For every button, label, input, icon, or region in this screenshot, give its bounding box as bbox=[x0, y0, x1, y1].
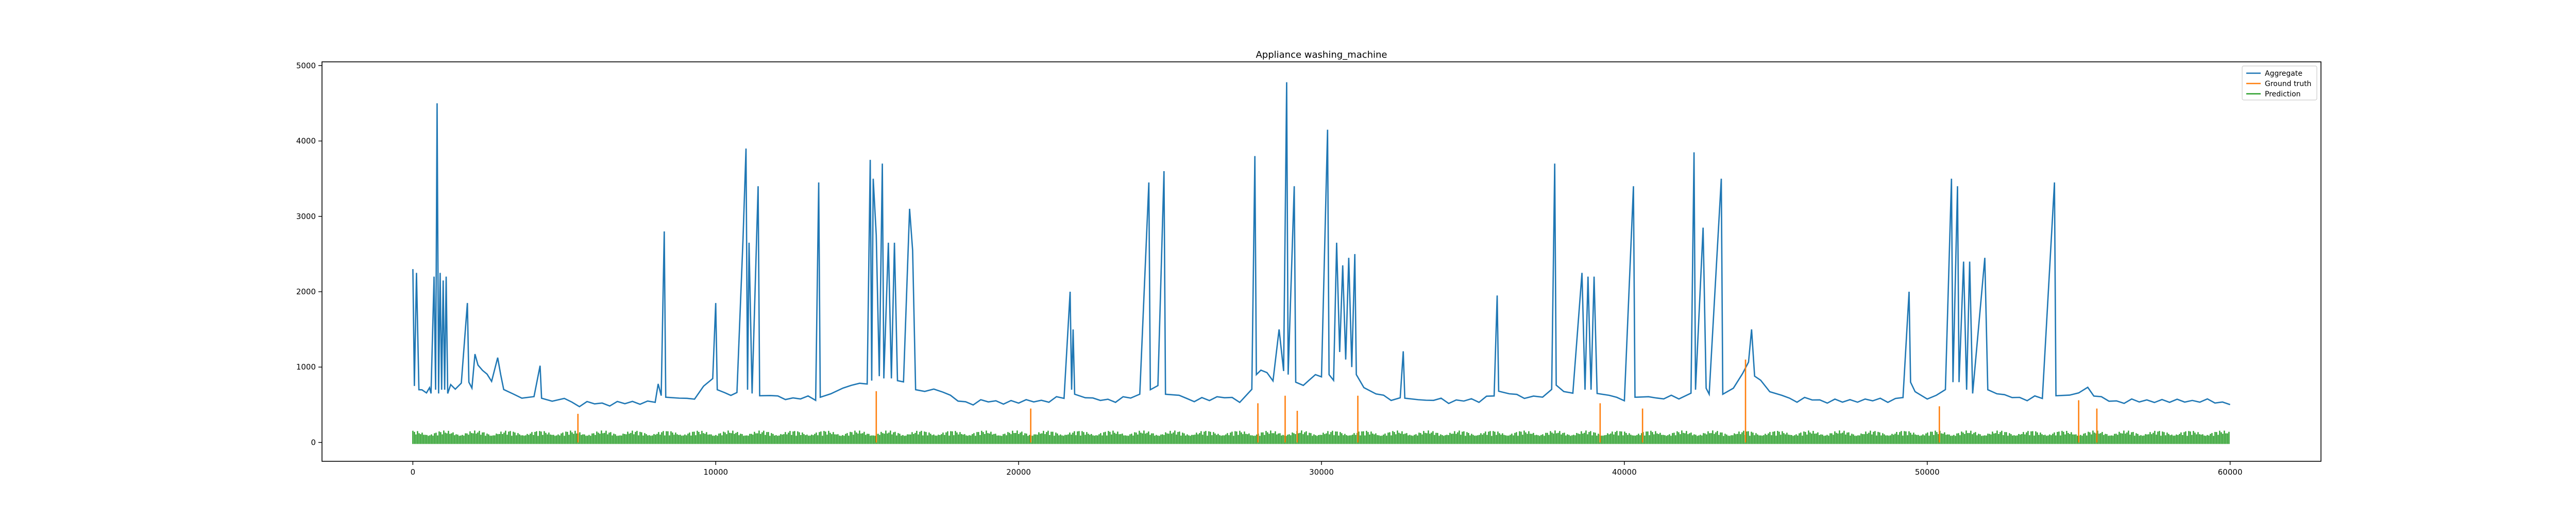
y-tick-label: 4000 bbox=[296, 137, 316, 146]
series-layer bbox=[412, 82, 2231, 444]
x-tick-label: 40000 bbox=[1612, 467, 1637, 477]
legend-label: Prediction bbox=[2265, 90, 2301, 98]
chart-title: Appliance washing_machine bbox=[1256, 49, 1387, 60]
legend-box bbox=[2242, 65, 2317, 101]
series-ground-truth bbox=[577, 359, 2098, 443]
axes-layer: 0 10000 20000 30000 40000 50000 60000 0 1000 2000… bbox=[296, 61, 2321, 477]
y-tick-label: 5000 bbox=[296, 61, 316, 70]
x-tick-label: 0 bbox=[411, 467, 416, 477]
x-tick-label: 30000 bbox=[1309, 467, 1334, 477]
y-tick-label: 1000 bbox=[296, 362, 316, 372]
prediction-line bbox=[412, 430, 2230, 444]
x-tick-label: 50000 bbox=[1915, 467, 1940, 477]
series-aggregate bbox=[412, 82, 2231, 408]
x-tick-label: 10000 bbox=[703, 467, 728, 477]
legend-label: Ground truth bbox=[2265, 80, 2311, 88]
aggregate-line bbox=[412, 82, 2231, 408]
legend-label: Aggregate bbox=[2265, 70, 2302, 78]
y-tick-label: 3000 bbox=[296, 212, 316, 221]
y-tick-label: 0 bbox=[311, 438, 316, 447]
plot-frame bbox=[321, 61, 2321, 462]
x-tick-label: 60000 bbox=[2218, 467, 2243, 477]
series-prediction bbox=[412, 430, 2230, 444]
legend: Aggregate Ground truth Prediction bbox=[2242, 65, 2317, 101]
x-tick-label: 20000 bbox=[1006, 467, 1031, 477]
y-tick-label: 2000 bbox=[296, 287, 316, 296]
